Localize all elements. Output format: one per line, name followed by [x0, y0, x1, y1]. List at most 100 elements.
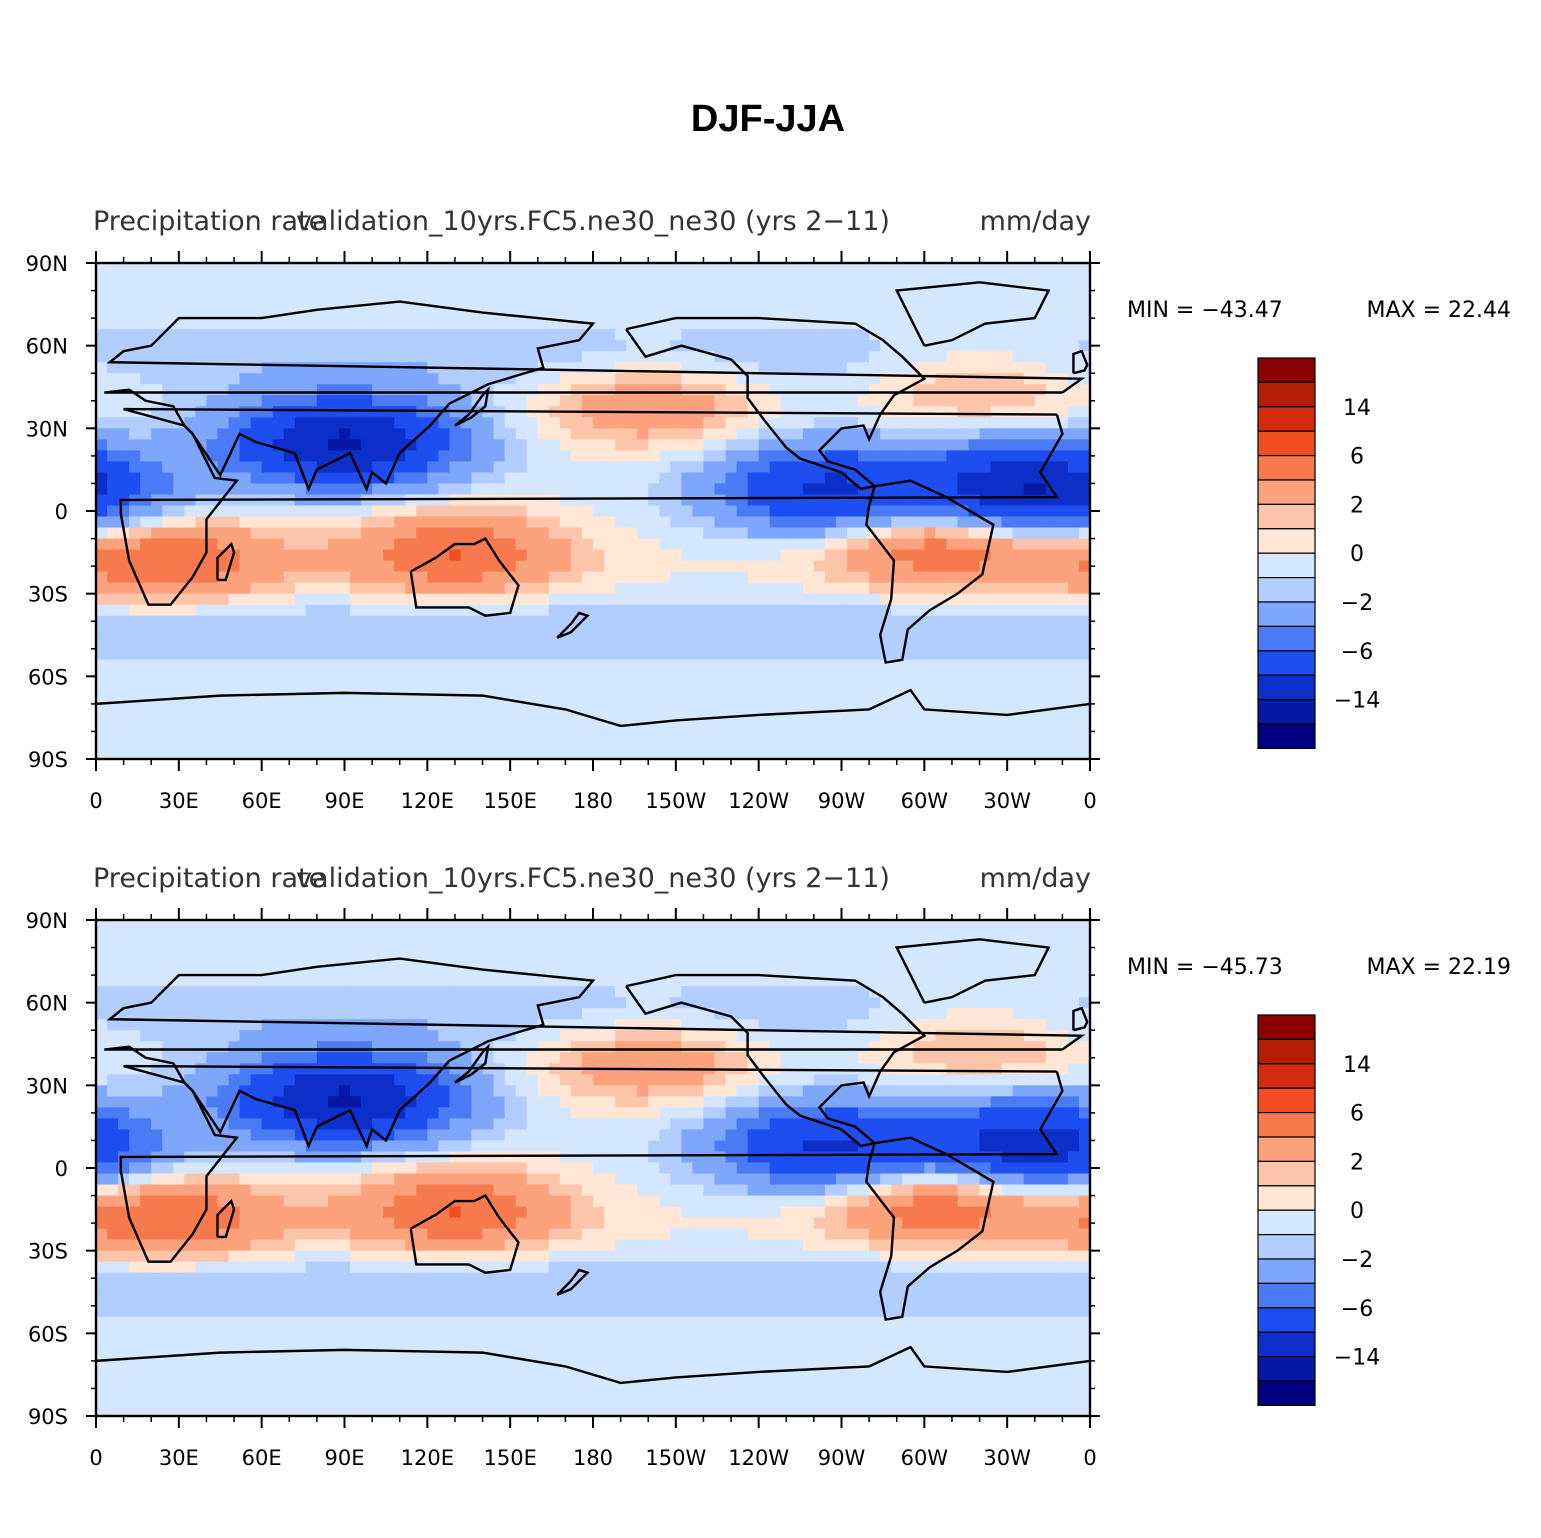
field-cell [294, 395, 307, 407]
field-cell [648, 725, 660, 738]
field-cell [847, 670, 859, 683]
field-cell [1023, 670, 1036, 683]
field-cell [184, 329, 196, 341]
field-cell [239, 285, 252, 297]
field-cell [1001, 406, 1014, 418]
field-cell [913, 942, 925, 954]
field-cell [902, 428, 914, 440]
field-cell [559, 670, 572, 683]
field-cell [593, 505, 605, 518]
field-cell [537, 964, 550, 976]
field-cell [151, 942, 163, 954]
field-cell [438, 505, 451, 518]
panel-case-title: validation_10yrs.FC5.ne30_ne30 (yrs 2−11… [296, 206, 890, 237]
field-cell [1045, 285, 1058, 297]
field-cell [604, 986, 616, 998]
field-cell [372, 428, 384, 440]
field-cell [935, 472, 948, 485]
field-cell [559, 648, 572, 661]
field-cell [769, 494, 782, 507]
field-cell [283, 373, 296, 385]
field-cell [824, 307, 837, 319]
field-cell [570, 997, 583, 1009]
field-cell [350, 274, 362, 286]
field-cell [140, 604, 152, 617]
field-cell [184, 582, 196, 595]
field-cell [946, 428, 959, 440]
field-cell [913, 714, 925, 727]
field-cell [272, 318, 285, 330]
field-cell [394, 670, 406, 683]
field-cell [206, 351, 219, 363]
field-cell [758, 681, 771, 694]
field-cell [305, 703, 318, 716]
field-cell [195, 593, 208, 606]
field-cell [1056, 450, 1069, 462]
field-cell [383, 560, 395, 573]
field-cell [460, 527, 473, 540]
field-cell [537, 450, 550, 462]
field-cell [769, 560, 782, 573]
field-cell [537, 703, 550, 716]
field-cell [294, 920, 307, 932]
field-cell [957, 274, 970, 286]
field-cell [1078, 516, 1090, 529]
field-cell [670, 340, 682, 352]
field-cell [747, 626, 760, 639]
field-cell [151, 659, 163, 672]
field-cell [228, 637, 241, 650]
field-cell [217, 637, 230, 650]
field-cell [913, 648, 925, 661]
field-cell [206, 582, 219, 595]
field-cell [703, 494, 716, 507]
field-cell [648, 285, 660, 297]
field-cell [272, 626, 285, 639]
field-cell [1056, 997, 1069, 1009]
field-cell [449, 428, 462, 440]
field-cell [692, 637, 705, 650]
field-cell [835, 637, 848, 650]
field-cell [151, 670, 163, 683]
field-cell [537, 953, 550, 965]
field-cell [548, 494, 561, 507]
field-cell [637, 472, 649, 485]
field-cell [604, 472, 616, 485]
field-cell [604, 527, 616, 540]
field-cell [449, 450, 462, 462]
field-cell [747, 736, 760, 749]
field-cell [725, 736, 738, 749]
field-cell [692, 692, 705, 705]
field-cell [350, 1008, 362, 1020]
field-cell [703, 681, 716, 694]
field-cell [449, 296, 462, 308]
field-cell [570, 538, 583, 551]
field-cell [350, 975, 362, 987]
field-cell [813, 670, 826, 683]
field-cell [880, 329, 892, 341]
field-cell [250, 285, 263, 297]
field-cell [714, 483, 727, 496]
field-cell [670, 964, 682, 976]
field-cell [96, 637, 108, 650]
field-cell [338, 615, 351, 628]
field-cell [460, 953, 473, 965]
field-cell [405, 703, 417, 716]
field-cell [383, 997, 395, 1009]
field-cell [581, 582, 594, 595]
field-cell [990, 986, 1003, 998]
field-cell [129, 483, 141, 496]
field-cell [372, 461, 384, 474]
field-cell [858, 439, 870, 451]
field-cell [913, 920, 925, 932]
field-cell [626, 615, 638, 628]
field-cell [184, 736, 196, 749]
field-cell [880, 593, 892, 606]
field-cell [769, 538, 782, 551]
field-cell [526, 318, 539, 330]
field-cell [129, 692, 141, 705]
field-cell [758, 362, 771, 374]
field-cell [394, 505, 406, 518]
field-cell [637, 527, 649, 540]
field-cell [526, 428, 539, 440]
field-cell [416, 637, 428, 650]
